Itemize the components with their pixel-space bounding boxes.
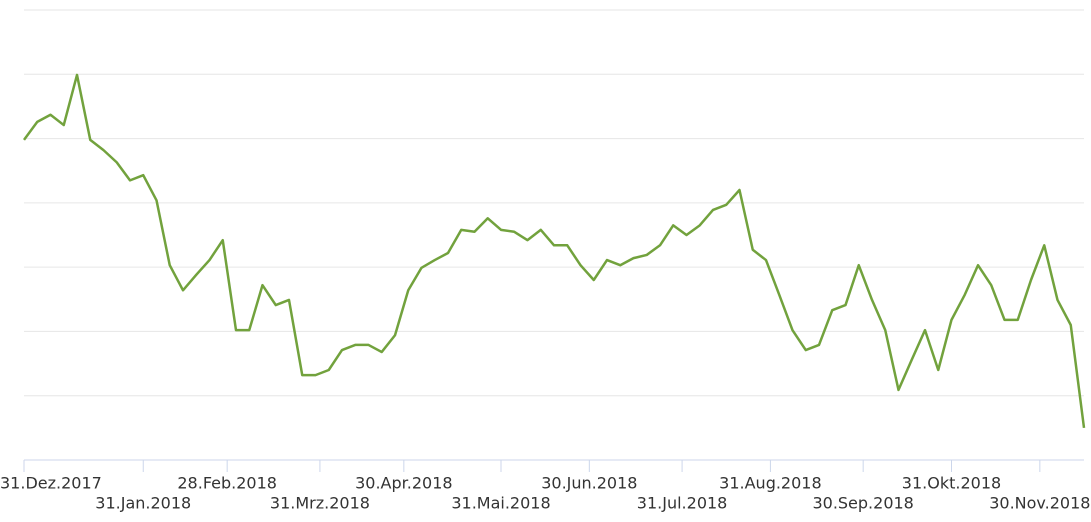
x-tick-label: 28.Feb.2018 [177, 474, 277, 493]
x-tick-label: 31.Aug.2018 [719, 474, 822, 493]
x-tick-label: 31.Okt.2018 [902, 474, 1001, 493]
x-tick-label: 30.Jun.2018 [541, 474, 637, 493]
x-tick-label: 30.Nov.2018 [989, 494, 1090, 513]
x-tick-label: 30.Sep.2018 [812, 494, 913, 513]
x-tick-label: 31.Mai.2018 [451, 494, 550, 513]
x-tick-label: 31.Jul.2018 [637, 494, 728, 513]
data-line [22, 73, 1086, 429]
x-tick-label: 31.Jan.2018 [95, 494, 191, 513]
x-tick-label: 30.Apr.2018 [355, 474, 452, 493]
x-tick-label: 31.Mrz.2018 [270, 494, 370, 513]
x-tick-label: 31.Dez.2017 [0, 474, 102, 493]
